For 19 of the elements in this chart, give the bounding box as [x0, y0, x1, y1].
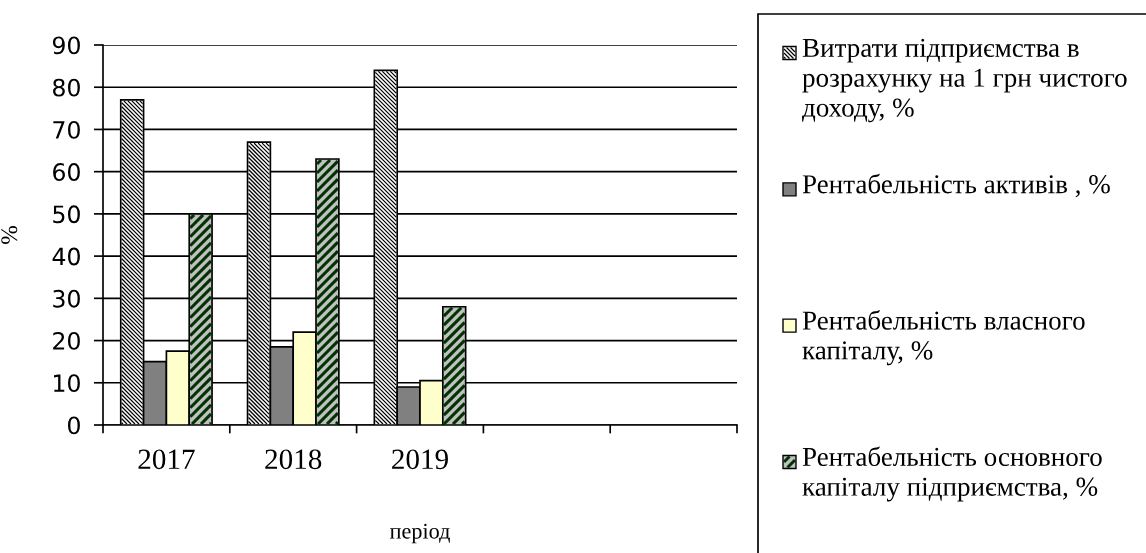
legend-label: Витрати підприємства в розрахунку на 1 грн чистого доходу, %	[802, 38, 1127, 123]
y-tick-label: 70	[53, 120, 80, 139]
y-tick-label: 30	[53, 289, 80, 308]
y-tick-label: 60	[53, 163, 80, 181]
y-tick-label: 90	[52, 36, 80, 55]
x-axis-title: період	[389, 523, 450, 544]
y-tick-label: 80	[53, 78, 80, 97]
y-tick-label: 0	[68, 416, 80, 435]
x-tick-label: 2017	[138, 449, 195, 470]
legend-label: Рентабельність основного капіталу підприємства, %	[802, 446, 1102, 502]
y-axis-title: %	[1, 225, 18, 245]
y-tick-label: 40	[52, 247, 80, 266]
legend-label: Рентабельність власного капіталу, %	[802, 310, 1085, 366]
legend-label: Рентабельність активів , %	[802, 173, 1110, 198]
y-tick-label: 20	[53, 332, 80, 350]
x-tick-label: 2018	[265, 449, 322, 470]
y-tick-label: 10	[54, 374, 80, 393]
y-tick-label: 50	[53, 205, 80, 224]
x-tick-label: 2019	[392, 449, 448, 470]
